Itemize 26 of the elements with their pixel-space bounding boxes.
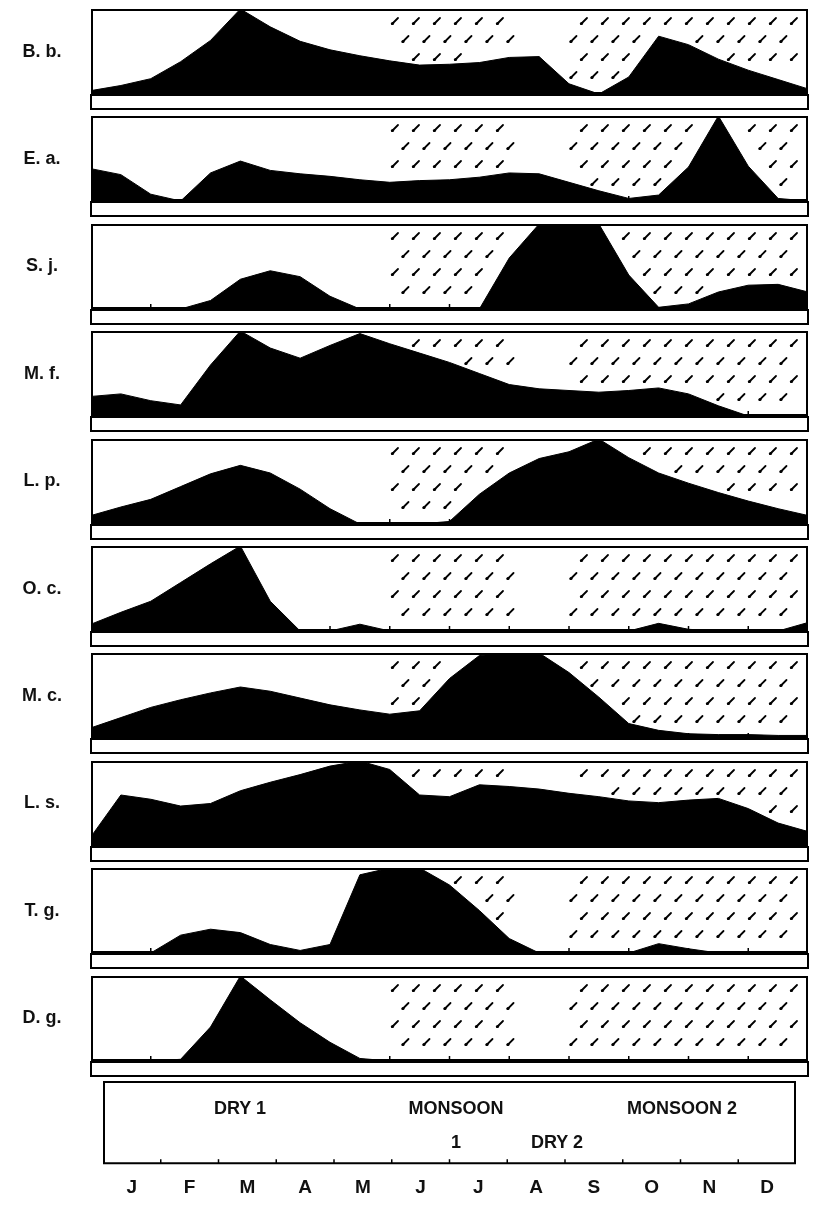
text: MONSOON 2 xyxy=(626,1097,738,1120)
category-label: J xyxy=(126,1175,138,1197)
category-label: A xyxy=(529,1175,544,1197)
category-label: D xyxy=(760,1175,774,1197)
category-label: S xyxy=(587,1175,601,1197)
y-axis-title: L. s. xyxy=(23,792,61,814)
category-label: A xyxy=(298,1175,313,1197)
category-label: F xyxy=(183,1175,196,1197)
y-axis-title: T. g. xyxy=(23,899,61,921)
y-axis-title: L. p. xyxy=(22,470,62,492)
category-label: J xyxy=(473,1175,484,1197)
text: DRY 1 xyxy=(213,1097,267,1120)
y-axis-title: M. c. xyxy=(21,684,63,706)
y-axis-title: B. b. xyxy=(21,40,63,62)
y-axis-title: M. f. xyxy=(23,362,61,384)
category-label: J xyxy=(415,1175,426,1197)
y-axis-title: D. g. xyxy=(21,1007,63,1029)
category-label: M xyxy=(239,1175,256,1197)
category-label: N xyxy=(702,1175,717,1197)
y-axis-title: O. c. xyxy=(21,577,63,599)
text: MONSOON 1 xyxy=(407,1097,505,1154)
text: DRY 2 xyxy=(530,1131,584,1154)
y-axis-title: S. j. xyxy=(25,255,59,277)
category-label: O xyxy=(644,1175,660,1197)
y-axis-title: E. a. xyxy=(22,147,62,169)
category-label: M xyxy=(354,1175,371,1197)
